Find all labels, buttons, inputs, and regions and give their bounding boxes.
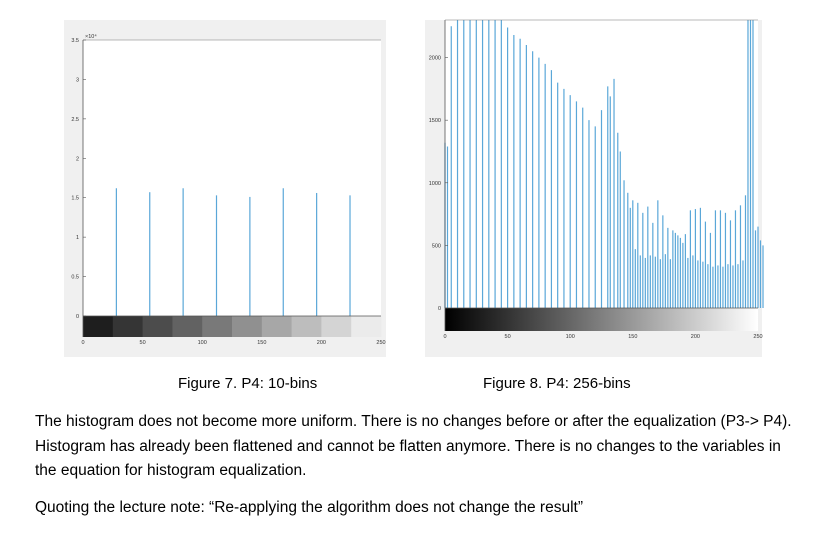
- fig8-x-tick-label: 100: [566, 334, 575, 340]
- fig7-colorbar-segment: [321, 316, 352, 337]
- fig7-y-tick-label: 3: [76, 77, 79, 83]
- fig7-colorbar-segment: [232, 316, 263, 337]
- fig8-y-tick-label: 1500: [429, 118, 441, 124]
- fig7-y-tick-label: 0: [76, 314, 79, 320]
- figure-8-histogram-chart: 0 500 1000 1500 2000 0 50 100 150 200 250: [429, 19, 764, 340]
- fig7-colorbar-segment: [172, 316, 203, 337]
- figure-7-caption: Figure 7. P4: 10-bins: [178, 375, 318, 392]
- figure-8-panel: 0 500 1000 1500 2000 0 50 100 150 200 250: [425, 19, 764, 357]
- fig7-x-tick-label: 250: [376, 340, 385, 346]
- fig7-colorbar-segment: [83, 316, 114, 337]
- fig8-x-tick-label: 150: [628, 334, 637, 340]
- fig7-y-tick-label: 1: [76, 235, 79, 241]
- fig7-colorbar-segment: [112, 316, 144, 337]
- fig8-x-tick-label: 250: [753, 334, 762, 340]
- fig7-colorbar-segment: [351, 316, 382, 337]
- fig7-y-tick-label: 2.5: [71, 117, 79, 123]
- fig7-colorbar-segment: [261, 316, 293, 337]
- fig8-y-tick-label: 2000: [429, 56, 441, 62]
- body-paragraph-explanation: The histogram does not become more unifo…: [35, 413, 792, 479]
- fig7-colorbar-segment: [142, 316, 173, 337]
- figure-8-caption: Figure 8. P4: 256-bins: [483, 375, 631, 392]
- fig7-y-tick-label: 1.5: [71, 196, 79, 202]
- fig8-x-tick-label: 200: [691, 334, 700, 340]
- fig8-x-tick-label: 0: [443, 334, 446, 340]
- fig7-plot-area: [83, 40, 381, 337]
- fig7-y-tick-label: 2: [76, 156, 79, 162]
- fig7-y-tick-label: 3.5: [71, 38, 79, 44]
- figure-7-panel: 0 0.5 1 1.5 2 2.5 3 3.5 0 50 100 150 200 250 ×10⁴: [64, 20, 386, 357]
- figure-7-histogram-chart: 0 0.5 1 1.5 2 2.5 3 3.5 0 50 100 150 200 250 ×10⁴: [71, 33, 385, 346]
- fig7-x-tick-label: 100: [198, 340, 207, 346]
- fig7-colorbar-segment: [291, 316, 322, 337]
- fig8-y-tick-label: 0: [438, 306, 441, 312]
- fig7-colorbar-segment: [202, 316, 233, 337]
- fig8-x-tick-label: 50: [505, 334, 511, 340]
- fig8-y-tick-label: 500: [432, 243, 441, 249]
- fig7-y-tick-label: 0.5: [71, 275, 79, 281]
- fig8-colorbar-gradient: [445, 308, 758, 331]
- fig7-exponent-label: ×10⁴: [85, 33, 97, 40]
- fig7-x-tick-label: 0: [81, 340, 84, 346]
- body-paragraph-quote: Quoting the lecture note: “Re-applying t…: [35, 499, 583, 516]
- fig7-x-tick-label: 150: [257, 340, 266, 346]
- fig7-x-tick-label: 50: [140, 340, 146, 346]
- fig7-x-tick-label: 200: [317, 340, 326, 346]
- fig8-y-tick-label: 1000: [429, 181, 441, 187]
